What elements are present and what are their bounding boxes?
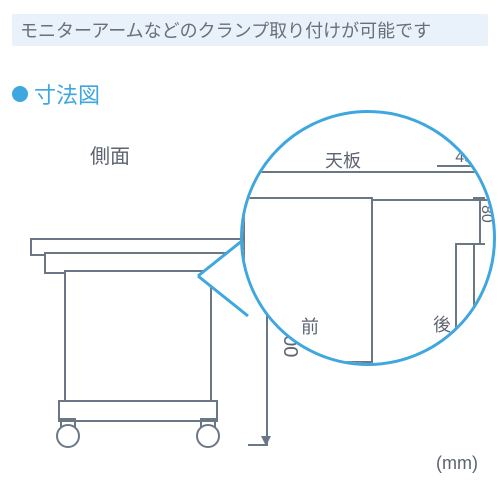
dim-80-tick-top xyxy=(473,197,485,199)
detail-lens: 天板 前 後 45 80 xyxy=(240,110,496,366)
dim-45-line xyxy=(437,165,475,167)
side-view-label: 側面 xyxy=(90,140,130,169)
bullet-icon xyxy=(12,86,28,102)
caster-left xyxy=(54,418,78,442)
diagram-stage: 側面 700 断面図 天板 前 後 45 xyxy=(0,110,500,470)
side-view: 700 xyxy=(30,180,240,440)
detail-rear-label: 後 xyxy=(433,311,451,337)
side-panel xyxy=(64,270,212,404)
detail-rear-panel xyxy=(455,243,475,363)
detail-front-label: 前 xyxy=(301,313,319,339)
header-bar: モニターアームなどのクランプ取り付けが可能です xyxy=(12,14,488,46)
detail-topboard-label: 天板 xyxy=(325,147,361,173)
caster-right xyxy=(194,418,218,442)
unit-label: (mm) xyxy=(436,453,478,474)
dim-80-tick-bot xyxy=(473,243,485,245)
section-heading: 寸法図 xyxy=(12,78,100,110)
dim-80-line xyxy=(479,197,481,243)
header-text: モニターアームなどのクランプ取り付けが可能です xyxy=(20,17,431,43)
section-label: 寸法図 xyxy=(34,78,100,110)
